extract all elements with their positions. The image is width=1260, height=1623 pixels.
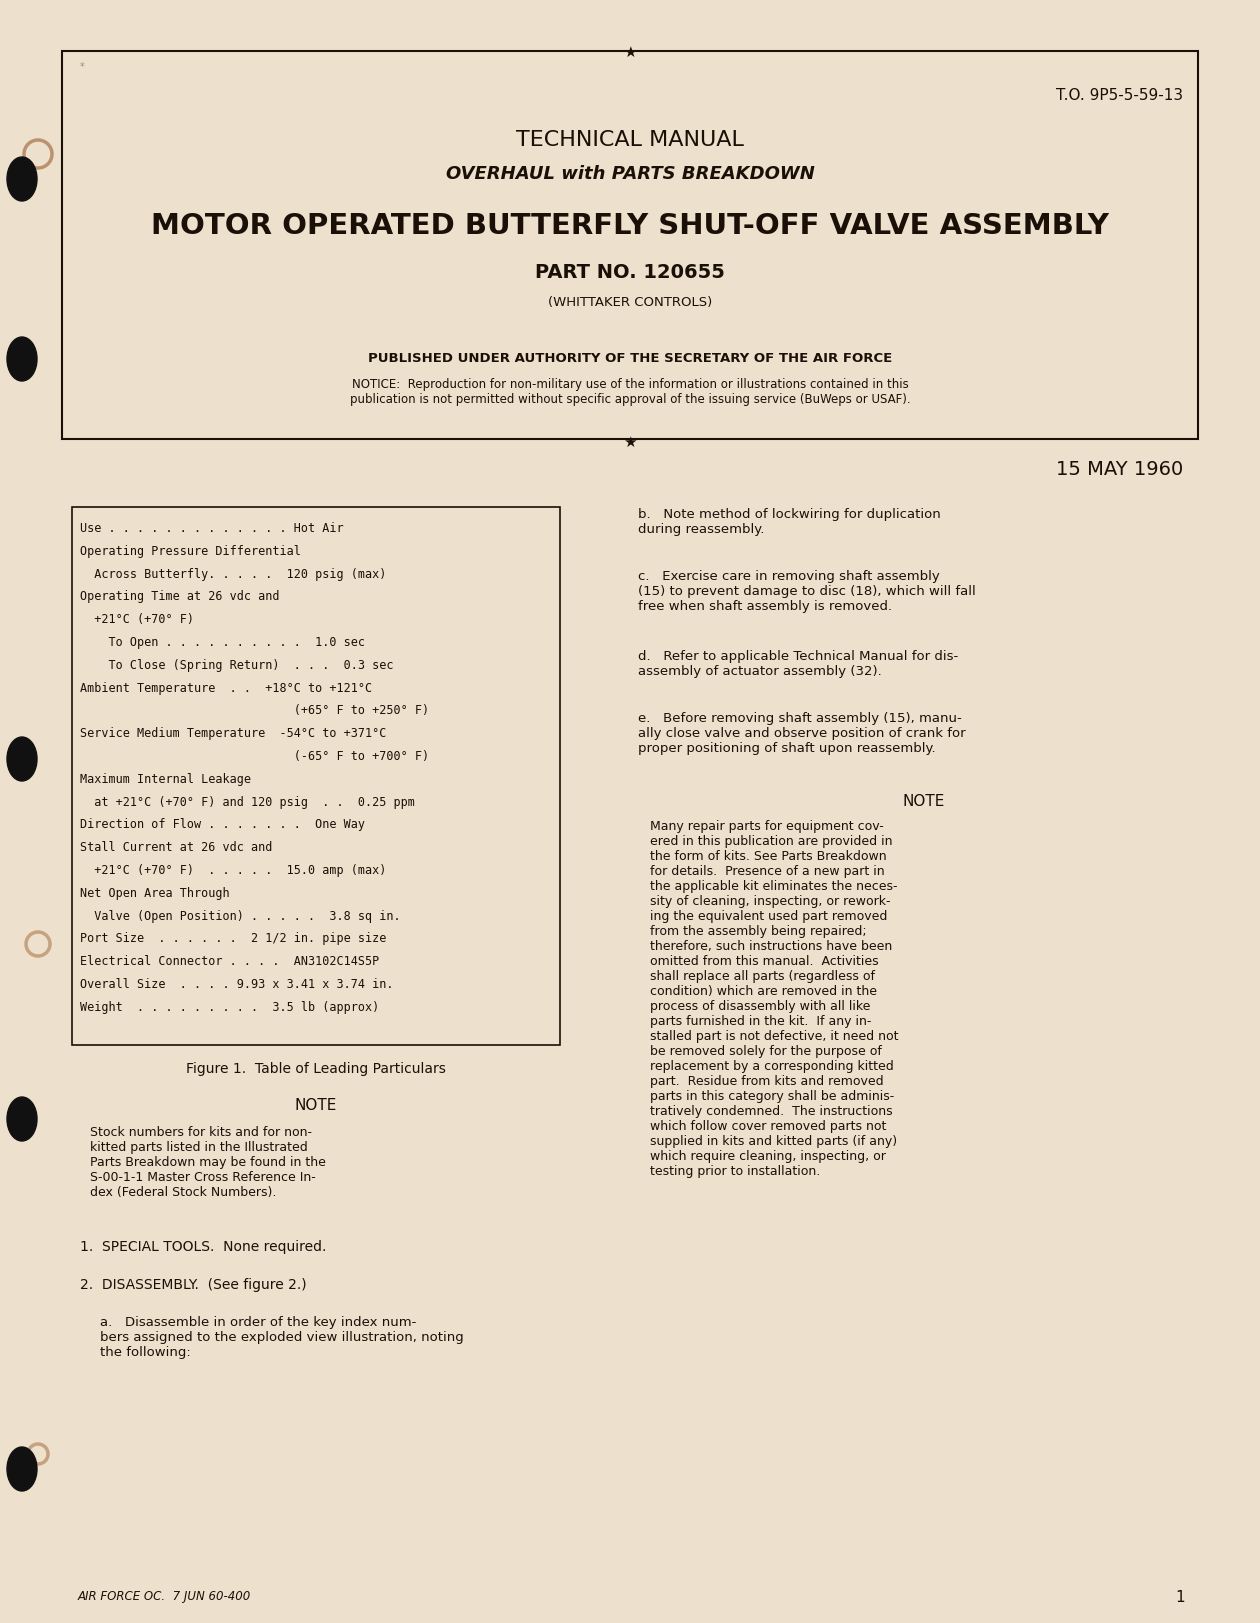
Text: Net Open Area Through: Net Open Area Through (79, 886, 229, 899)
Text: Use . . . . . . . . . . . . . Hot Air: Use . . . . . . . . . . . . . Hot Air (79, 521, 344, 534)
Text: AIR FORCE OC.  7 JUN 60-400: AIR FORCE OC. 7 JUN 60-400 (78, 1589, 251, 1602)
Text: (-65° F to +700° F): (-65° F to +700° F) (79, 750, 430, 763)
Text: MOTOR OPERATED BUTTERFLY SHUT-OFF VALVE ASSEMBLY: MOTOR OPERATED BUTTERFLY SHUT-OFF VALVE … (151, 213, 1109, 240)
Text: 1.  SPECIAL TOOLS.  None required.: 1. SPECIAL TOOLS. None required. (79, 1240, 326, 1253)
Text: TECHNICAL MANUAL: TECHNICAL MANUAL (517, 130, 743, 149)
Ellipse shape (8, 1448, 37, 1492)
Text: Ambient Temperature  . .  +18°C to +121°C: Ambient Temperature . . +18°C to +121°C (79, 682, 372, 695)
Text: Direction of Flow . . . . . . .  One Way: Direction of Flow . . . . . . . One Way (79, 818, 365, 831)
Text: Electrical Connector . . . .  AN3102C14S5P: Electrical Connector . . . . AN3102C14S5… (79, 954, 379, 967)
Text: (WHITTAKER CONTROLS): (WHITTAKER CONTROLS) (548, 295, 712, 308)
Text: Overall Size  . . . . 9.93 x 3.41 x 3.74 in.: Overall Size . . . . 9.93 x 3.41 x 3.74 … (79, 977, 393, 990)
Text: Service Medium Temperature  -54°C to +371°C: Service Medium Temperature -54°C to +371… (79, 727, 387, 740)
Text: a.   Disassemble in order of the key index num-
bers assigned to the exploded vi: a. Disassemble in order of the key index… (100, 1315, 464, 1358)
Text: NOTICE:  Reproduction for non-military use of the information or illustrations c: NOTICE: Reproduction for non-military us… (350, 378, 910, 406)
Bar (62, 52, 1198, 440)
Text: d.   Refer to applicable Technical Manual for dis-
assembly of actuator assembly: d. Refer to applicable Technical Manual … (638, 649, 959, 677)
Text: NOTE: NOTE (295, 1097, 338, 1112)
Text: Port Size  . . . . . .  2 1/2 in. pipe size: Port Size . . . . . . 2 1/2 in. pipe siz… (79, 932, 387, 945)
Text: Valve (Open Position) . . . . .  3.8 sq in.: Valve (Open Position) . . . . . 3.8 sq i… (79, 909, 401, 922)
Text: *: * (79, 62, 84, 71)
Ellipse shape (8, 1097, 37, 1141)
Text: PART NO. 120655: PART NO. 120655 (536, 263, 724, 282)
Text: 15 MAY 1960: 15 MAY 1960 (1056, 459, 1183, 479)
Text: NOTE: NOTE (903, 794, 945, 808)
Text: ★: ★ (624, 435, 636, 450)
Text: To Close (Spring Return)  . . .  0.3 sec: To Close (Spring Return) . . . 0.3 sec (79, 659, 393, 672)
Text: Maximum Internal Leakage: Maximum Internal Leakage (79, 773, 251, 786)
Text: Stock numbers for kits and for non-
kitted parts listed in the Illustrated
Parts: Stock numbers for kits and for non- kitt… (89, 1125, 326, 1198)
Text: 1: 1 (1176, 1589, 1184, 1604)
Text: Operating Time at 26 vdc and: Operating Time at 26 vdc and (79, 591, 280, 604)
Text: +21°C (+70° F): +21°C (+70° F) (79, 613, 194, 626)
Text: Across Butterfly. . . . .  120 psig (max): Across Butterfly. . . . . 120 psig (max) (79, 568, 387, 581)
Text: c.   Exercise care in removing shaft assembly
(15) to prevent damage to disc (18: c. Exercise care in removing shaft assem… (638, 570, 975, 612)
Ellipse shape (8, 338, 37, 381)
Text: T.O. 9P5-5-59-13: T.O. 9P5-5-59-13 (1056, 88, 1183, 102)
Text: Many repair parts for equipment cov-
ered in this publication are provided in
th: Many repair parts for equipment cov- ere… (650, 820, 898, 1177)
Text: +21°C (+70° F)  . . . . .  15.0 amp (max): +21°C (+70° F) . . . . . 15.0 amp (max) (79, 863, 387, 876)
Text: (+65° F to +250° F): (+65° F to +250° F) (79, 704, 430, 717)
Text: ★: ★ (624, 44, 636, 60)
Text: To Open . . . . . . . . . .  1.0 sec: To Open . . . . . . . . . . 1.0 sec (79, 636, 365, 649)
Text: OVERHAUL with PARTS BREAKDOWN: OVERHAUL with PARTS BREAKDOWN (446, 166, 814, 183)
Ellipse shape (8, 157, 37, 201)
Text: at +21°C (+70° F) and 120 psig  . .  0.25 ppm: at +21°C (+70° F) and 120 psig . . 0.25 … (79, 795, 415, 808)
Text: PUBLISHED UNDER AUTHORITY OF THE SECRETARY OF THE AIR FORCE: PUBLISHED UNDER AUTHORITY OF THE SECRETA… (368, 352, 892, 365)
Bar (72, 508, 559, 1045)
Text: Operating Pressure Differential: Operating Pressure Differential (79, 544, 301, 557)
Text: Stall Current at 26 vdc and: Stall Current at 26 vdc and (79, 841, 272, 854)
Text: Weight  . . . . . . . . .  3.5 lb (approx): Weight . . . . . . . . . 3.5 lb (approx) (79, 1000, 379, 1013)
Ellipse shape (8, 737, 37, 782)
Text: e.   Before removing shaft assembly (15), manu-
ally close valve and observe pos: e. Before removing shaft assembly (15), … (638, 711, 965, 755)
Text: Figure 1.  Table of Leading Particulars: Figure 1. Table of Leading Particulars (186, 1061, 446, 1076)
Text: 2.  DISASSEMBLY.  (See figure 2.): 2. DISASSEMBLY. (See figure 2.) (79, 1277, 306, 1292)
Text: b.   Note method of lockwiring for duplication
during reassembly.: b. Note method of lockwiring for duplica… (638, 508, 941, 536)
